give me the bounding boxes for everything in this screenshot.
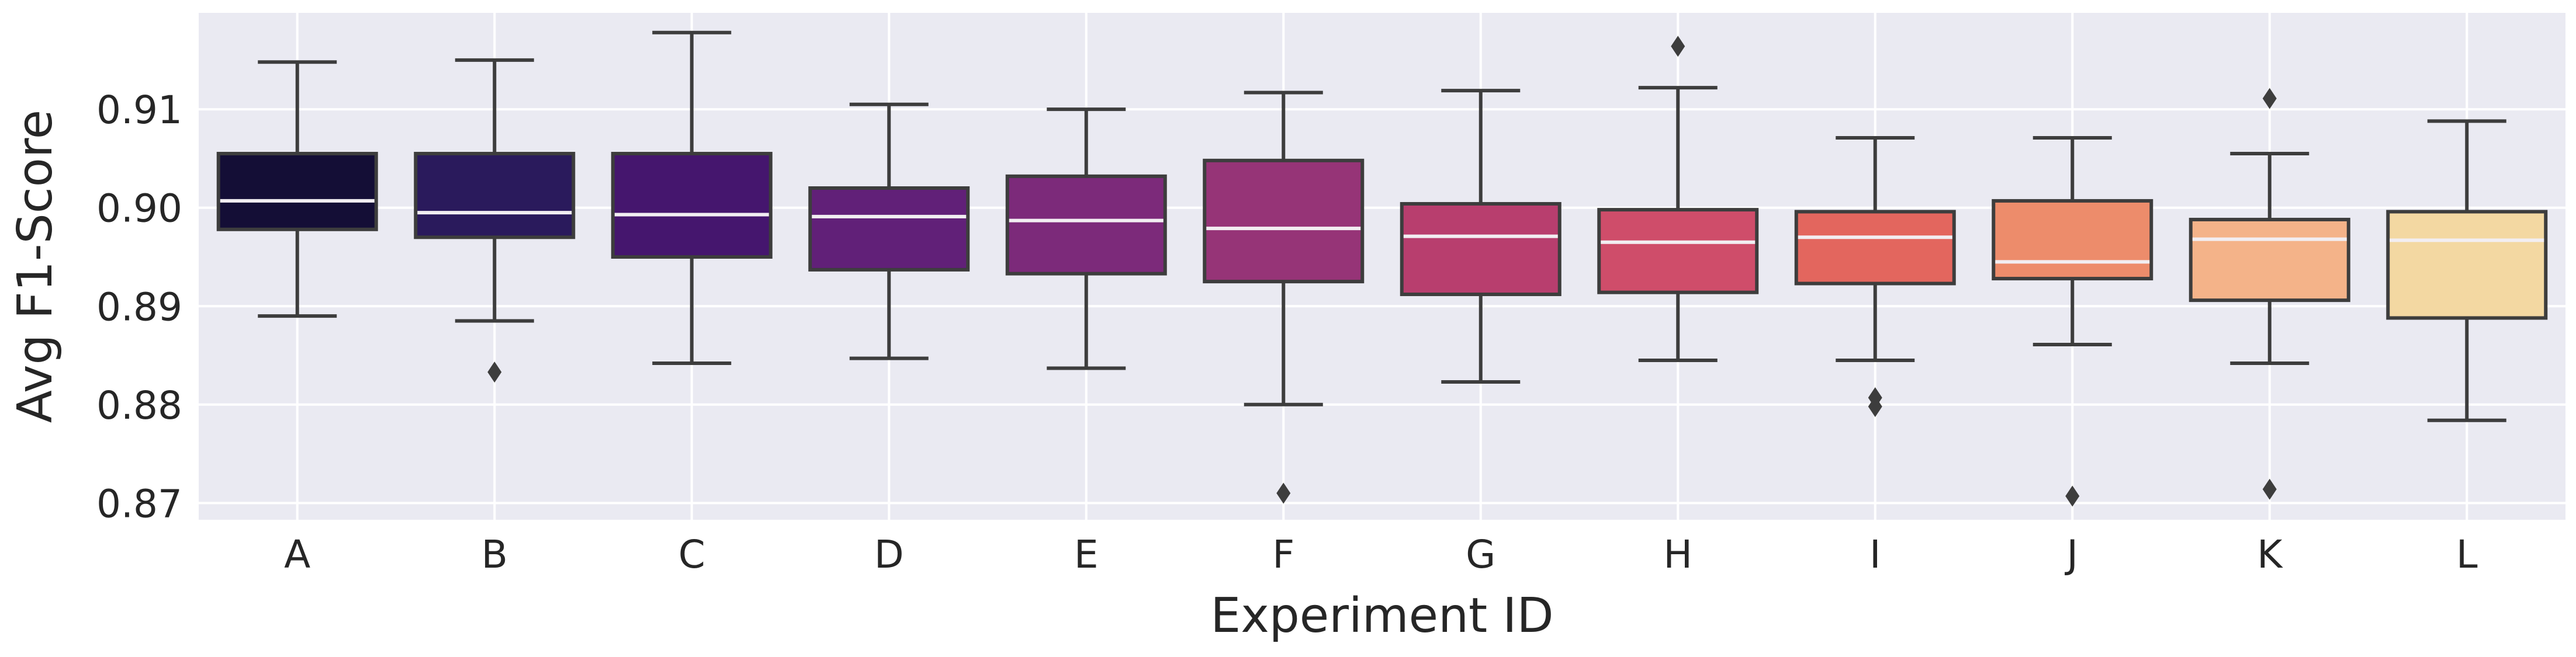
x-axis-ticks: A B C D E F G H I J K L (284, 532, 2478, 577)
outlier-point (1276, 482, 1291, 504)
y-tick-label: 0.89 (96, 284, 182, 329)
x-tick-label: I (1869, 532, 1881, 577)
x-tick-label: H (1663, 532, 1692, 577)
y-tick-label: 0.88 (96, 383, 182, 428)
box-J (1992, 136, 2153, 507)
x-tick-label: E (1074, 532, 1099, 577)
x-tick-label: L (2456, 532, 2478, 577)
box-body (1794, 210, 1956, 286)
y-tick-label: 0.91 (96, 88, 182, 133)
x-tick-label: A (284, 532, 310, 577)
box-F (1203, 91, 1365, 504)
box-D (808, 102, 970, 360)
y-axis-ticks: 0.87 0.88 0.89 0.90 0.91 (96, 88, 182, 526)
box-body (1400, 201, 1561, 297)
box-H (1597, 36, 1759, 362)
box-body (1992, 199, 2153, 281)
boxes (216, 30, 2548, 507)
box-K (2189, 88, 2350, 500)
x-tick-label: C (678, 532, 705, 577)
box-body (414, 152, 576, 239)
outlier-point (1671, 36, 1685, 57)
x-tick-label: G (1466, 532, 1495, 577)
box-body (2386, 210, 2548, 320)
box-E (1005, 107, 1167, 370)
box-B (414, 58, 576, 383)
outlier-point (2262, 88, 2277, 109)
box-body (1597, 208, 1759, 294)
outlier-point (1868, 396, 1882, 418)
y-tick-label: 0.90 (96, 186, 182, 231)
box-I (1794, 136, 1956, 418)
x-tick-label: K (2257, 532, 2283, 577)
box-body (611, 152, 773, 259)
plot-area (199, 13, 2565, 520)
y-axis-label: Avg F1-Score (8, 110, 63, 423)
box-C (611, 30, 773, 366)
x-tick-label: F (1272, 532, 1294, 577)
outlier-point (487, 361, 502, 383)
box-body (808, 186, 970, 272)
box-L (2386, 119, 2548, 422)
x-tick-label: D (874, 532, 904, 577)
outlier-point (2262, 478, 2277, 500)
x-axis-label: Experiment ID (1210, 588, 1553, 644)
box-G (1400, 89, 1561, 384)
box-A (216, 60, 378, 318)
box-body (1203, 158, 1365, 284)
x-tick-label: B (482, 532, 508, 577)
box-body (2189, 217, 2350, 303)
box-body (1005, 174, 1167, 276)
outlier-point (2065, 485, 2080, 507)
x-tick-label: J (2065, 532, 2078, 577)
box-body (216, 152, 378, 231)
y-tick-label: 0.87 (96, 481, 182, 526)
